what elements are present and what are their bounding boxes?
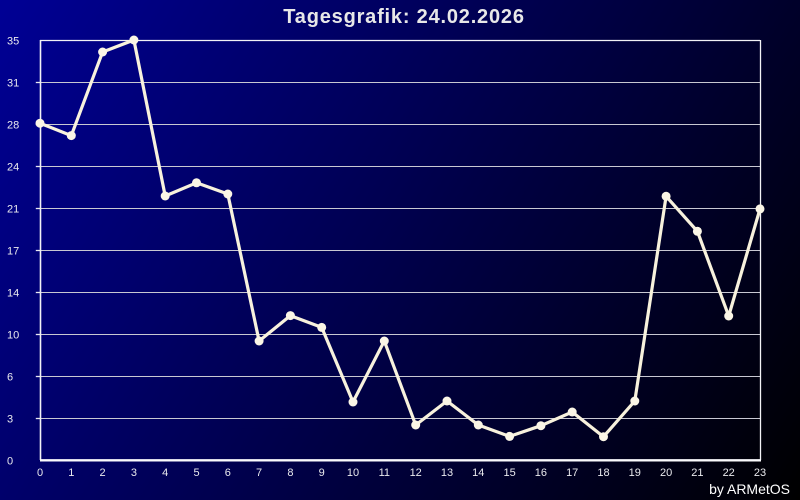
svg-text:10: 10 xyxy=(7,330,19,342)
svg-text:16: 16 xyxy=(535,467,547,479)
svg-text:3: 3 xyxy=(131,467,137,479)
svg-text:23: 23 xyxy=(754,467,766,479)
svg-text:7: 7 xyxy=(256,467,262,479)
svg-text:0: 0 xyxy=(7,456,13,468)
svg-text:22: 22 xyxy=(723,467,735,479)
svg-text:18: 18 xyxy=(597,467,609,479)
svg-text:20: 20 xyxy=(660,467,672,479)
svg-text:9: 9 xyxy=(319,467,325,479)
svg-text:8: 8 xyxy=(287,467,293,479)
svg-text:10: 10 xyxy=(347,467,359,479)
svg-text:17: 17 xyxy=(7,246,19,258)
svg-text:12: 12 xyxy=(410,467,422,479)
svg-text:1: 1 xyxy=(68,467,74,479)
svg-text:0: 0 xyxy=(37,467,43,479)
svg-text:2: 2 xyxy=(100,467,106,479)
svg-text:6: 6 xyxy=(225,467,231,479)
svg-text:19: 19 xyxy=(629,467,641,479)
svg-text:17: 17 xyxy=(566,467,578,479)
svg-text:15: 15 xyxy=(503,467,515,479)
svg-text:14: 14 xyxy=(472,467,484,479)
svg-text:11: 11 xyxy=(379,467,390,479)
svg-text:21: 21 xyxy=(7,204,19,216)
svg-text:5: 5 xyxy=(193,467,199,479)
svg-text:6: 6 xyxy=(7,372,13,384)
svg-text:21: 21 xyxy=(691,467,703,479)
svg-text:4: 4 xyxy=(162,467,168,479)
svg-text:35: 35 xyxy=(7,36,19,48)
svg-text:13: 13 xyxy=(441,467,453,479)
svg-text:24: 24 xyxy=(7,162,19,174)
svg-text:3: 3 xyxy=(7,414,13,426)
svg-text:31: 31 xyxy=(7,78,19,90)
svg-text:14: 14 xyxy=(7,288,19,300)
svg-text:28: 28 xyxy=(7,120,19,132)
